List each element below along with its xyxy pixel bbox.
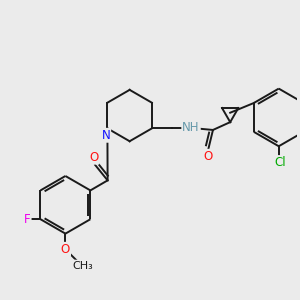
Text: O: O [61,243,70,256]
Text: CH₃: CH₃ [72,261,93,271]
Text: F: F [24,213,31,226]
Text: NH: NH [182,121,200,134]
Text: N: N [101,129,110,142]
Text: Cl: Cl [274,156,286,169]
Text: O: O [204,150,213,163]
Text: O: O [89,151,98,164]
